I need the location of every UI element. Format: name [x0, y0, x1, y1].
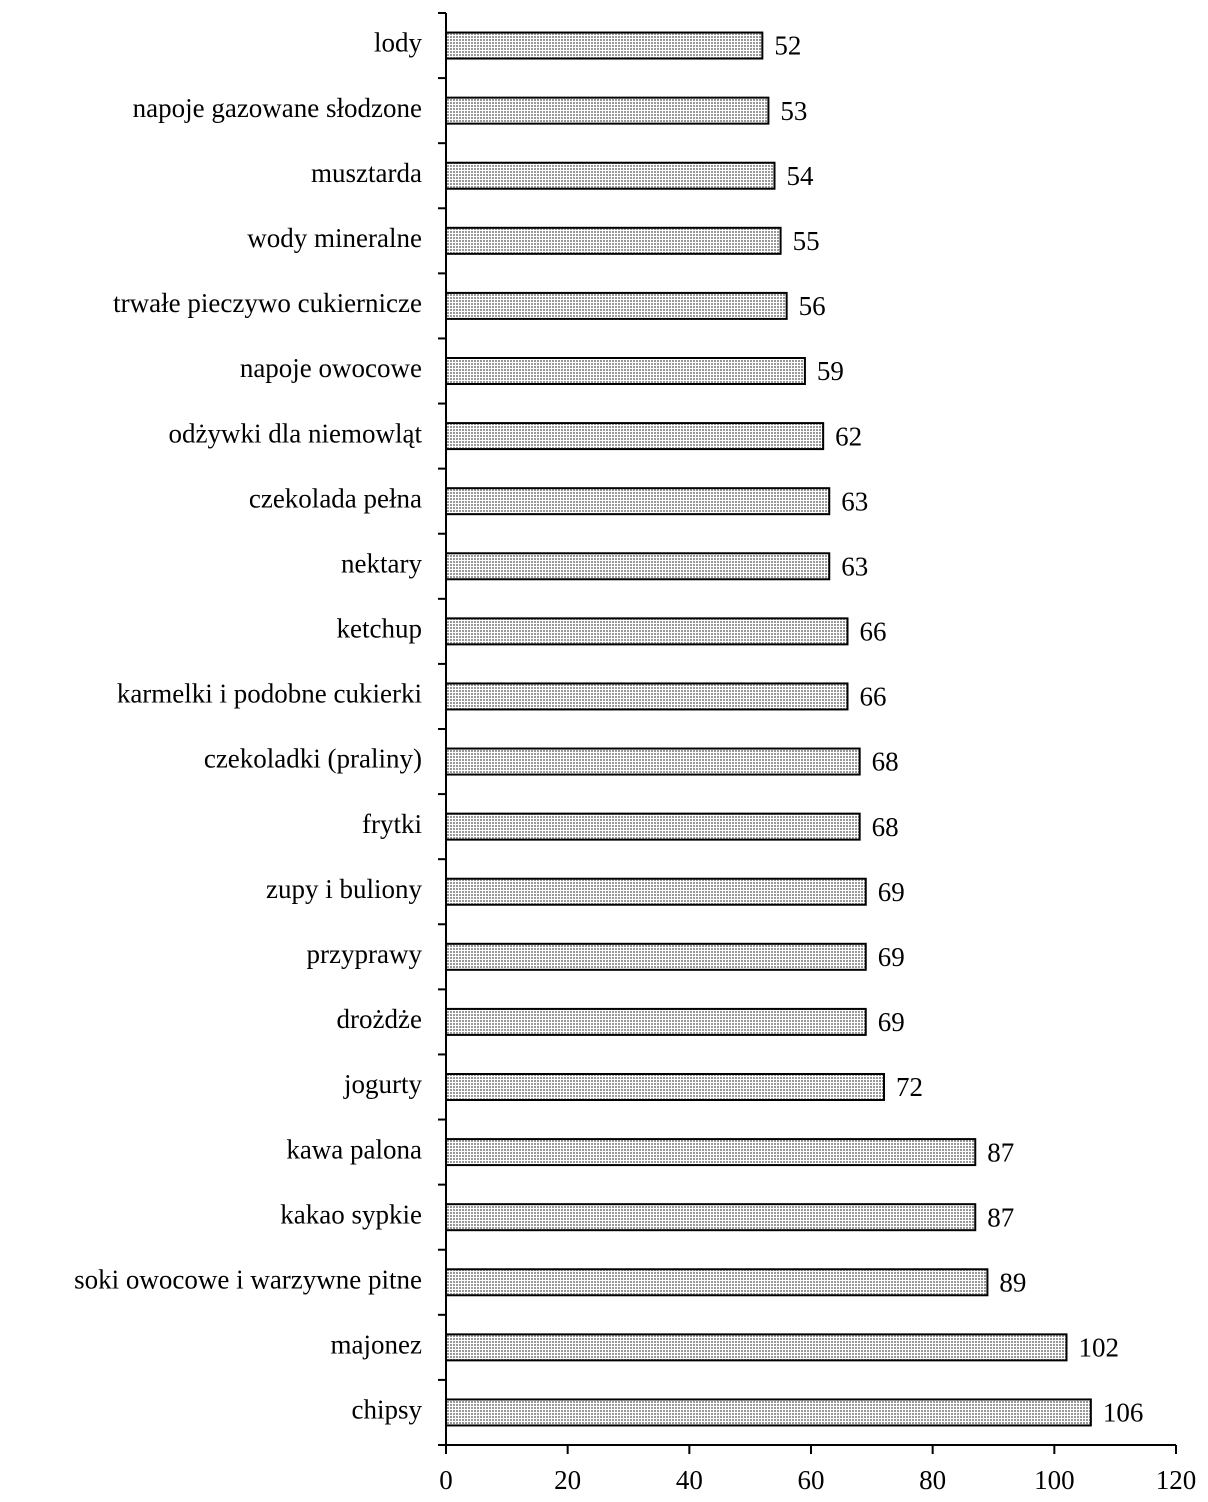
bar: [445, 1007, 867, 1036]
value-label: 72: [896, 1072, 923, 1102]
value-label: 55: [793, 226, 820, 256]
bar: [445, 617, 849, 646]
bar: [445, 812, 861, 841]
value-label: 69: [878, 942, 905, 972]
y-tick-label: lody: [374, 28, 423, 58]
bar: [445, 552, 831, 581]
bar: [445, 1398, 1092, 1427]
value-label: 69: [878, 1007, 905, 1037]
y-tick-label: wody mineralne: [247, 223, 422, 253]
y-tick-label: napoje owocowe: [240, 353, 422, 383]
bar: [445, 1138, 977, 1167]
value-label: 102: [1079, 1333, 1120, 1363]
y-tick-label: kakao sypkie: [280, 1199, 422, 1229]
bar: [445, 96, 770, 125]
value-label: 63: [841, 486, 868, 516]
value-label: 56: [799, 291, 826, 321]
bar: [445, 1333, 1068, 1362]
bar: [445, 161, 776, 190]
y-tick-label: nektary: [341, 548, 422, 578]
y-tick-label: ketchup: [337, 614, 422, 644]
value-label: 66: [860, 617, 887, 647]
y-tick-label: trwałe pieczywo cukiernicze: [113, 288, 422, 318]
bar: [445, 1203, 977, 1232]
x-tick-label: 100: [1034, 1465, 1075, 1495]
x-tick-label: 40: [676, 1465, 703, 1495]
y-tick-label: zupy i buliony: [266, 874, 422, 904]
bar: [445, 1073, 885, 1101]
bar: [445, 942, 867, 971]
y-tick-label: kawa palona: [286, 1134, 422, 1164]
value-label: 62: [835, 421, 862, 451]
value-label: 87: [987, 1137, 1014, 1167]
bar: [445, 1268, 989, 1297]
y-tick-label: czekoladki (praliny): [204, 744, 422, 774]
bar: [445, 226, 782, 255]
x-tick-label: 60: [798, 1465, 825, 1495]
bar: [445, 747, 861, 776]
value-label: 69: [878, 877, 905, 907]
y-tick-label: przyprawy: [307, 939, 423, 969]
value-label: 59: [817, 356, 844, 386]
value-label: 68: [872, 812, 899, 842]
y-tick-label: frytki: [362, 809, 422, 839]
x-tick-label: 0: [439, 1465, 453, 1495]
y-tick-label: czekolada pełna: [249, 483, 422, 513]
y-tick-label: karmelki i podobne cukierki: [117, 679, 422, 709]
x-tick-label: 20: [554, 1465, 581, 1495]
bar: [445, 31, 764, 60]
value-label: 54: [787, 161, 815, 191]
value-label: 53: [780, 96, 807, 126]
y-tick-label: odżywki dla niemowląt: [169, 418, 423, 448]
bar: [445, 877, 867, 906]
value-label: 106: [1103, 1398, 1144, 1428]
bar: [445, 487, 831, 516]
y-tick-label: musztarda: [311, 158, 422, 188]
value-label: 68: [872, 747, 899, 777]
value-label: 87: [987, 1202, 1014, 1232]
bar: [445, 357, 806, 385]
x-tick-label: 120: [1156, 1465, 1197, 1495]
y-tick-label: drożdże: [337, 1004, 422, 1034]
value-label: 63: [841, 551, 868, 581]
bar: [445, 682, 849, 711]
value-label: 89: [999, 1267, 1026, 1297]
bar: [445, 291, 788, 320]
y-tick-label: soki owocowe i warzywne pitne: [74, 1264, 422, 1294]
x-tick-label: 80: [919, 1465, 946, 1495]
y-tick-label: jogurty: [343, 1069, 422, 1099]
value-label: 66: [860, 682, 887, 712]
value-label: 52: [774, 31, 801, 61]
y-tick-label: majonez: [331, 1330, 422, 1360]
y-tick-label: chipsy: [352, 1395, 423, 1425]
bar: [445, 422, 825, 451]
y-tick-label: napoje gazowane słodzone: [133, 93, 422, 123]
